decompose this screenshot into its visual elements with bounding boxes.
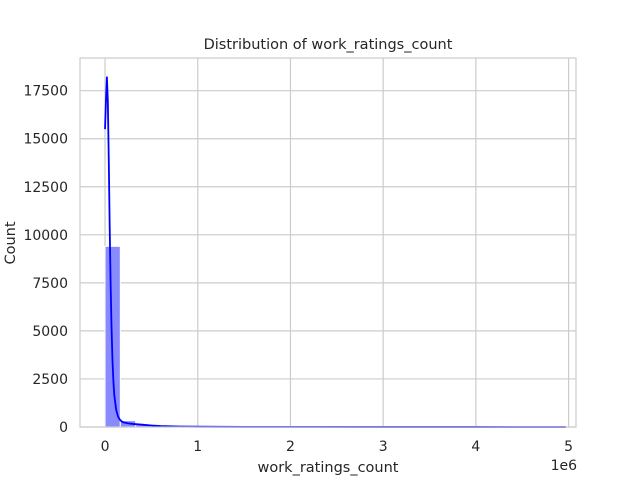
y-tick-label-7: 17500 [23,84,68,100]
chart-title: Distribution of work_ratings_count [204,37,453,53]
y-tick-label-4: 10000 [23,228,68,244]
x-tick-label-1: 1 [193,439,202,455]
x-axis-label: work_ratings_count [257,460,398,476]
y-axis-label: Count [3,221,19,264]
y-tick-label-0: 0 [59,420,68,436]
plot-frame [79,57,577,428]
x-tick-label-5: 5 [564,439,573,455]
x-tick-label-3: 3 [379,439,388,455]
y-tick-label-5: 12500 [23,180,68,196]
kde-curve [104,76,566,428]
x-tick-labels: 0 1 2 3 4 5 [101,439,573,455]
histogram-bars [104,245,565,428]
y-tick-labels: 0 2500 5000 7500 10000 12500 15000 17500 [23,84,68,436]
y-tick-label-6: 15000 [23,132,68,148]
y-tick-label-2: 5000 [32,324,68,340]
kde-curve-group [104,76,566,428]
grid-lines [80,58,576,428]
x-tick-label-2: 2 [286,439,295,455]
x-tick-label-4: 4 [471,439,480,455]
x-tick-label-0: 0 [101,439,110,455]
x-axis-offset-label: 1e6 [551,458,578,474]
y-tick-label-1: 2500 [32,372,68,388]
y-tick-label-3: 7500 [32,276,68,292]
